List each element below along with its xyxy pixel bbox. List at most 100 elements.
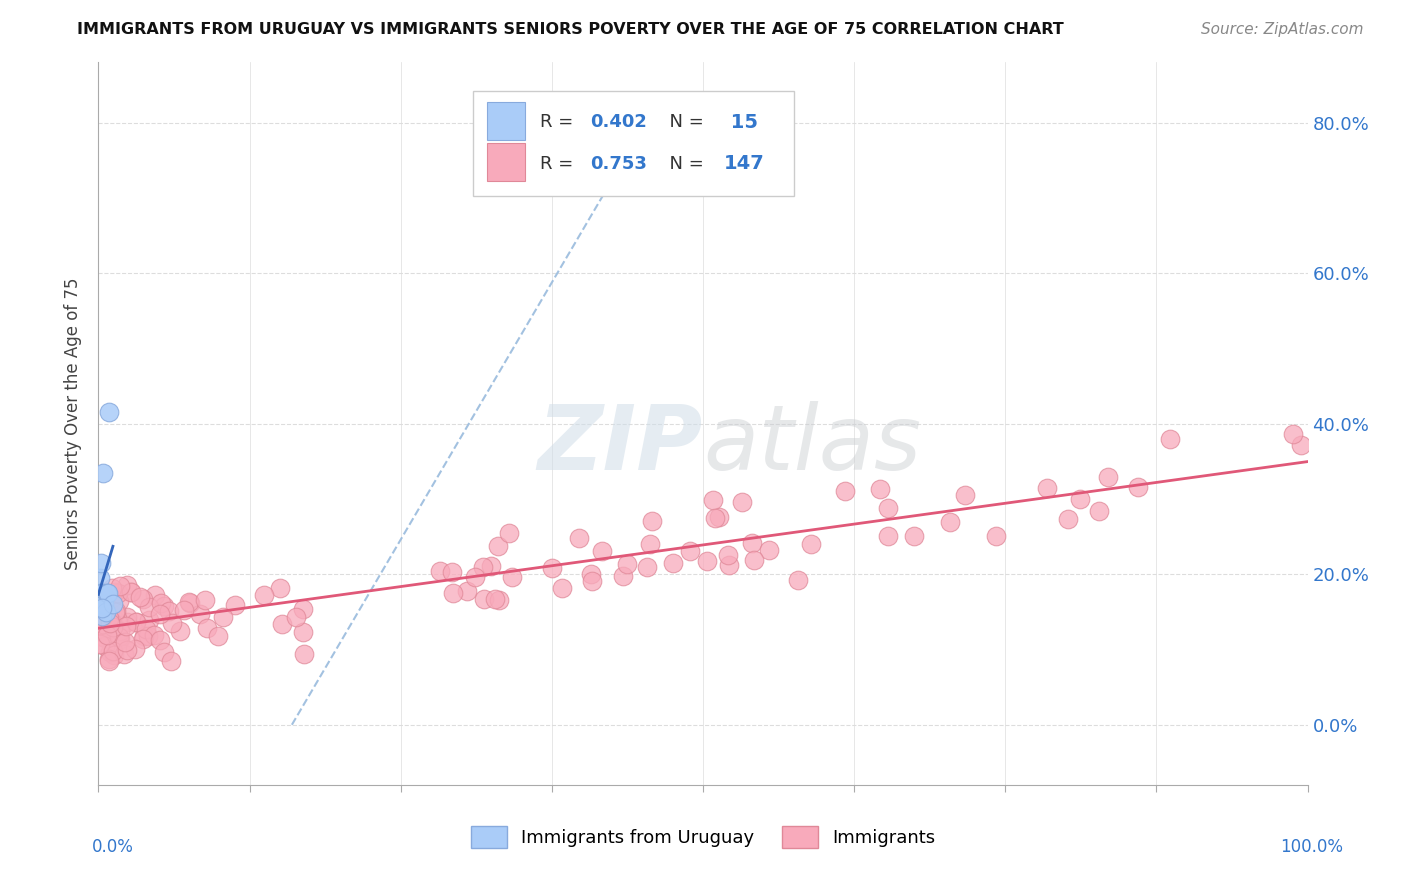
Text: R =: R = bbox=[540, 154, 579, 172]
Point bbox=[211, 609, 233, 624]
Text: atlas: atlas bbox=[703, 401, 921, 490]
Point bbox=[169, 624, 191, 639]
Point bbox=[93, 625, 115, 640]
Point bbox=[195, 621, 218, 635]
Point bbox=[152, 645, 174, 659]
FancyBboxPatch shape bbox=[486, 103, 526, 140]
Point bbox=[292, 602, 315, 616]
Point bbox=[120, 584, 142, 599]
Point bbox=[581, 574, 603, 588]
Point bbox=[110, 632, 132, 646]
Y-axis label: Seniors Poverty Over the Age of 75: Seniors Poverty Over the Age of 75 bbox=[65, 277, 83, 570]
Point bbox=[179, 596, 201, 610]
Point bbox=[125, 615, 148, 629]
Point bbox=[429, 564, 451, 578]
Point bbox=[138, 599, 160, 614]
Text: 0.402: 0.402 bbox=[591, 113, 647, 131]
Point bbox=[984, 528, 1007, 542]
Point bbox=[876, 500, 898, 515]
Point bbox=[89, 571, 111, 585]
Point bbox=[98, 405, 121, 419]
Point bbox=[91, 608, 114, 623]
Point bbox=[91, 617, 114, 632]
Point bbox=[177, 595, 200, 609]
Point bbox=[97, 617, 120, 632]
Point bbox=[115, 578, 138, 592]
Text: 0.753: 0.753 bbox=[591, 154, 647, 172]
Point bbox=[96, 586, 118, 600]
Point bbox=[224, 598, 246, 612]
Point bbox=[132, 592, 155, 607]
Point bbox=[91, 608, 114, 623]
Point bbox=[903, 528, 925, 542]
Point bbox=[730, 495, 752, 509]
Point bbox=[661, 556, 683, 570]
Point bbox=[108, 594, 131, 608]
Point bbox=[93, 601, 115, 615]
Point bbox=[135, 622, 157, 636]
Point bbox=[150, 596, 173, 610]
Point bbox=[641, 514, 664, 528]
Point bbox=[271, 617, 294, 632]
Point bbox=[110, 579, 132, 593]
Point bbox=[89, 637, 111, 651]
Point bbox=[124, 641, 146, 656]
Point bbox=[97, 586, 120, 600]
Point bbox=[90, 629, 112, 643]
Text: IMMIGRANTS FROM URUGUAY VS IMMIGRANTS SENIORS POVERTY OVER THE AGE OF 75 CORRELA: IMMIGRANTS FROM URUGUAY VS IMMIGRANTS SE… bbox=[77, 22, 1064, 37]
Point bbox=[173, 603, 195, 617]
Point bbox=[100, 612, 122, 626]
Point bbox=[112, 648, 135, 662]
Text: 147: 147 bbox=[724, 154, 765, 173]
Point bbox=[640, 537, 662, 551]
Point bbox=[89, 617, 111, 632]
Point bbox=[591, 544, 613, 558]
Point bbox=[1057, 512, 1080, 526]
Point bbox=[1281, 427, 1303, 442]
Point bbox=[153, 599, 176, 613]
Point bbox=[114, 634, 136, 648]
Point bbox=[464, 570, 486, 584]
Point bbox=[142, 627, 165, 641]
Point bbox=[149, 632, 172, 647]
Point bbox=[484, 591, 506, 606]
Point bbox=[786, 574, 808, 588]
Point bbox=[101, 581, 124, 595]
Text: R =: R = bbox=[540, 113, 579, 131]
Point bbox=[138, 613, 160, 627]
Point bbox=[108, 624, 131, 638]
Point bbox=[441, 565, 464, 579]
FancyBboxPatch shape bbox=[486, 144, 526, 181]
Point bbox=[96, 628, 118, 642]
Point bbox=[115, 643, 138, 657]
Point bbox=[157, 604, 180, 618]
Point bbox=[294, 647, 316, 661]
Text: N =: N = bbox=[658, 154, 710, 172]
Legend: Immigrants from Uruguay, Immigrants: Immigrants from Uruguay, Immigrants bbox=[464, 819, 942, 855]
Point bbox=[115, 615, 138, 630]
Point bbox=[98, 645, 121, 659]
Point bbox=[269, 581, 291, 595]
Point bbox=[207, 629, 229, 643]
Point bbox=[91, 466, 114, 480]
Point bbox=[616, 557, 638, 571]
Point bbox=[876, 529, 898, 543]
Point bbox=[98, 615, 121, 630]
Point bbox=[90, 556, 112, 570]
Point bbox=[741, 536, 763, 550]
Point bbox=[129, 591, 152, 605]
Point bbox=[718, 558, 741, 573]
Point bbox=[939, 515, 962, 529]
Point bbox=[107, 628, 129, 642]
Point bbox=[98, 610, 121, 624]
Point bbox=[105, 604, 128, 618]
Point bbox=[94, 631, 117, 645]
Point bbox=[1128, 480, 1150, 494]
Text: Source: ZipAtlas.com: Source: ZipAtlas.com bbox=[1201, 22, 1364, 37]
Text: 100.0%: 100.0% bbox=[1279, 838, 1343, 856]
Point bbox=[579, 567, 602, 582]
Point bbox=[679, 543, 702, 558]
Text: 0.0%: 0.0% bbox=[91, 838, 134, 856]
Point bbox=[702, 493, 724, 508]
Point bbox=[101, 644, 124, 658]
